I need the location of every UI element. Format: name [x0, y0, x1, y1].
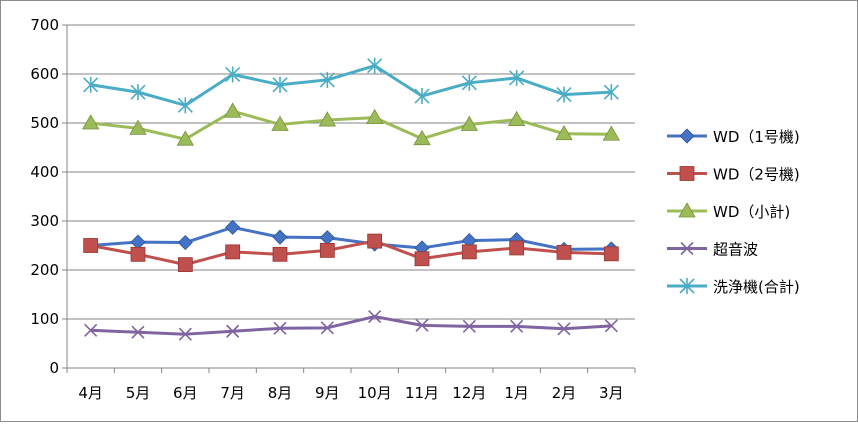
y-tick-label: 500 [30, 114, 59, 132]
data-point-series-3 [129, 119, 147, 135]
data-point-series-5 [509, 69, 525, 86]
data-point-series-3 [318, 111, 337, 127]
data-point-series-2 [130, 246, 146, 262]
data-point-series-4 [178, 327, 192, 341]
x-tick-label: 4月 [78, 384, 103, 402]
data-point-series-5 [603, 84, 619, 101]
data-point-series-2 [461, 244, 477, 260]
data-point-series-3 [81, 114, 100, 130]
x-tick-label: 8月 [268, 384, 293, 402]
series-line-1 [90, 225, 612, 251]
data-point-series-3 [271, 115, 289, 131]
data-point-series-4 [510, 319, 524, 333]
x-tick-label: 6月 [173, 384, 198, 402]
gridlines [67, 24, 635, 320]
legend-marker [679, 128, 695, 144]
data-point-series-4 [415, 318, 429, 332]
legend-marker [679, 166, 695, 181]
data-point-series-1 [225, 219, 241, 235]
data-point-series-3 [413, 129, 431, 146]
series-lines [90, 64, 612, 336]
x-tick-label: 12月 [452, 384, 486, 402]
y-axis-tick-labels: 0 100 200 300 400 500 600 700 [30, 16, 59, 377]
data-point-series-1 [177, 234, 193, 251]
data-point-series-4 [273, 321, 287, 335]
data-point-series-2 [603, 246, 619, 262]
legend-label: WD（2号機) [713, 166, 800, 184]
legend-label: 超音波 [713, 241, 758, 259]
y-tick-label: 700 [30, 16, 59, 34]
y-tick-label: 400 [30, 163, 59, 181]
legend-marker [680, 241, 694, 256]
y-tick-label: 600 [30, 65, 59, 83]
series-line-2 [90, 239, 612, 267]
x-tick-label: 10月 [358, 384, 392, 402]
data-point-series-3 [507, 110, 526, 126]
data-point-series-2 [319, 242, 335, 258]
data-point-series-5 [556, 86, 572, 103]
data-point-series-5 [272, 76, 288, 93]
data-point-series-3 [176, 130, 195, 146]
series-markers [81, 57, 621, 341]
x-tick-label: 5月 [126, 384, 151, 402]
data-point-series-5 [461, 74, 477, 91]
x-tick-label: 3月 [599, 384, 624, 402]
x-tick-label: 9月 [315, 384, 340, 402]
data-point-series-4 [368, 309, 382, 324]
data-point-series-2 [367, 233, 383, 249]
x-tick-label: 7月 [220, 384, 245, 402]
data-point-series-3 [602, 125, 621, 141]
data-point-series-3 [223, 102, 242, 118]
data-point-series-5 [225, 66, 241, 83]
data-point-series-2 [509, 240, 525, 256]
y-tick-label: 300 [30, 212, 59, 230]
data-point-series-1 [272, 229, 288, 245]
y-tick-label: 200 [30, 261, 59, 279]
data-point-series-3 [460, 115, 479, 131]
data-point-series-1 [319, 230, 335, 246]
data-point-series-2 [556, 244, 572, 260]
data-point-series-5 [83, 76, 99, 93]
series-line-4 [90, 315, 612, 336]
data-point-series-4 [557, 322, 571, 336]
data-point-series-2 [272, 246, 288, 262]
legend-marker [678, 202, 696, 218]
legend-label: 洗浄機(合計) [713, 278, 800, 296]
x-axis-tick-labels: 4月 5月 6月 7月 8月 9月 10月 11月 12月 1月 2月 3月 [78, 384, 623, 402]
data-point-series-4 [462, 319, 476, 333]
data-point-series-4 [226, 324, 240, 338]
y-tick-label: 0 [49, 359, 59, 377]
legend-marker [679, 278, 695, 294]
series-line-5 [90, 64, 612, 107]
data-point-series-5 [130, 84, 146, 101]
data-point-series-2 [177, 257, 193, 273]
data-point-series-5 [319, 71, 335, 88]
y-tick-label: 100 [30, 310, 59, 328]
x-tick-label: 11月 [405, 384, 439, 402]
data-point-series-4 [84, 323, 98, 337]
x-tick-label: 2月 [552, 384, 577, 402]
data-point-series-2 [414, 251, 430, 267]
legend-label: WD（1号機) [713, 128, 800, 146]
data-point-series-3 [365, 108, 384, 125]
x-tick-label: 1月 [504, 384, 529, 402]
axes [62, 24, 636, 373]
data-point-series-4 [131, 325, 145, 339]
data-point-series-4 [320, 321, 334, 335]
data-point-series-5 [414, 88, 430, 105]
data-point-series-2 [83, 238, 99, 253]
data-point-series-4 [604, 319, 618, 333]
legend-label: WD（小計) [713, 203, 790, 221]
series-line-3 [90, 109, 612, 141]
data-point-series-5 [367, 57, 383, 74]
data-point-series-2 [225, 244, 241, 260]
data-point-series-3 [555, 124, 573, 141]
data-point-series-5 [177, 97, 193, 114]
